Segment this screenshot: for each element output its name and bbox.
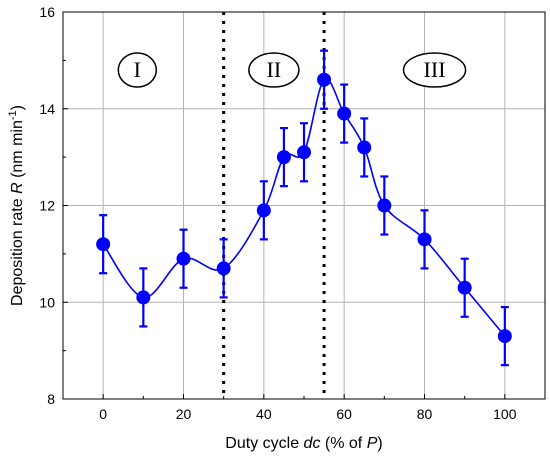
data-marker (317, 72, 332, 87)
axis-ticks: 0 20 40 60 80 100 8 10 12 14 16 (39, 4, 546, 422)
region-label: II (267, 57, 282, 82)
x-tick-label: 80 (417, 406, 433, 422)
data-point (256, 180, 271, 241)
y-tick-label: 10 (39, 294, 55, 310)
y-tick-label: 16 (39, 4, 55, 20)
data-point (216, 238, 231, 299)
data-marker (337, 106, 352, 121)
data-marker (176, 251, 191, 266)
data-marker (216, 261, 231, 276)
x-axis-label: Duty cycle dc (% of P) (225, 435, 382, 452)
data-point (136, 267, 151, 328)
region-ellipse (248, 52, 300, 88)
x-tick-label: 0 (99, 406, 107, 422)
region-labels: I II III (117, 52, 467, 88)
data-point (417, 209, 432, 270)
series-line (102, 78, 506, 337)
y-tick-label: 14 (39, 101, 55, 117)
data-point (176, 228, 191, 289)
data-point (297, 122, 311, 183)
data-point (457, 257, 472, 318)
region-label: I (134, 57, 141, 82)
data-marker (417, 232, 432, 247)
region-ellipse (117, 52, 158, 88)
data-marker (256, 203, 271, 218)
data-point (276, 127, 291, 188)
data-point (497, 305, 512, 367)
data-marker (497, 329, 512, 344)
data-marker (297, 145, 311, 160)
data-marker (357, 140, 372, 155)
data-point (377, 175, 392, 236)
x-tick-label: 40 (256, 406, 272, 422)
x-tick-label: 20 (176, 406, 192, 422)
y-tick-label: 8 (47, 391, 55, 407)
region-ellipse (402, 52, 467, 88)
fit-curve (102, 78, 506, 337)
data-marker (457, 280, 472, 295)
data-point (96, 214, 111, 275)
data-marker (276, 150, 291, 165)
data-marker (377, 198, 392, 213)
x-tick-label: 100 (493, 406, 517, 422)
region-label: III (424, 57, 446, 82)
data-marker (136, 290, 151, 305)
data-point (357, 117, 372, 178)
data-points (96, 49, 512, 367)
y-axis-label: Deposition rate R (nm min-1) (7, 105, 26, 306)
data-point (337, 83, 352, 144)
x-tick-label: 60 (336, 406, 352, 422)
data-marker (96, 237, 111, 252)
data-point (317, 49, 332, 110)
y-tick-label: 12 (39, 198, 55, 214)
